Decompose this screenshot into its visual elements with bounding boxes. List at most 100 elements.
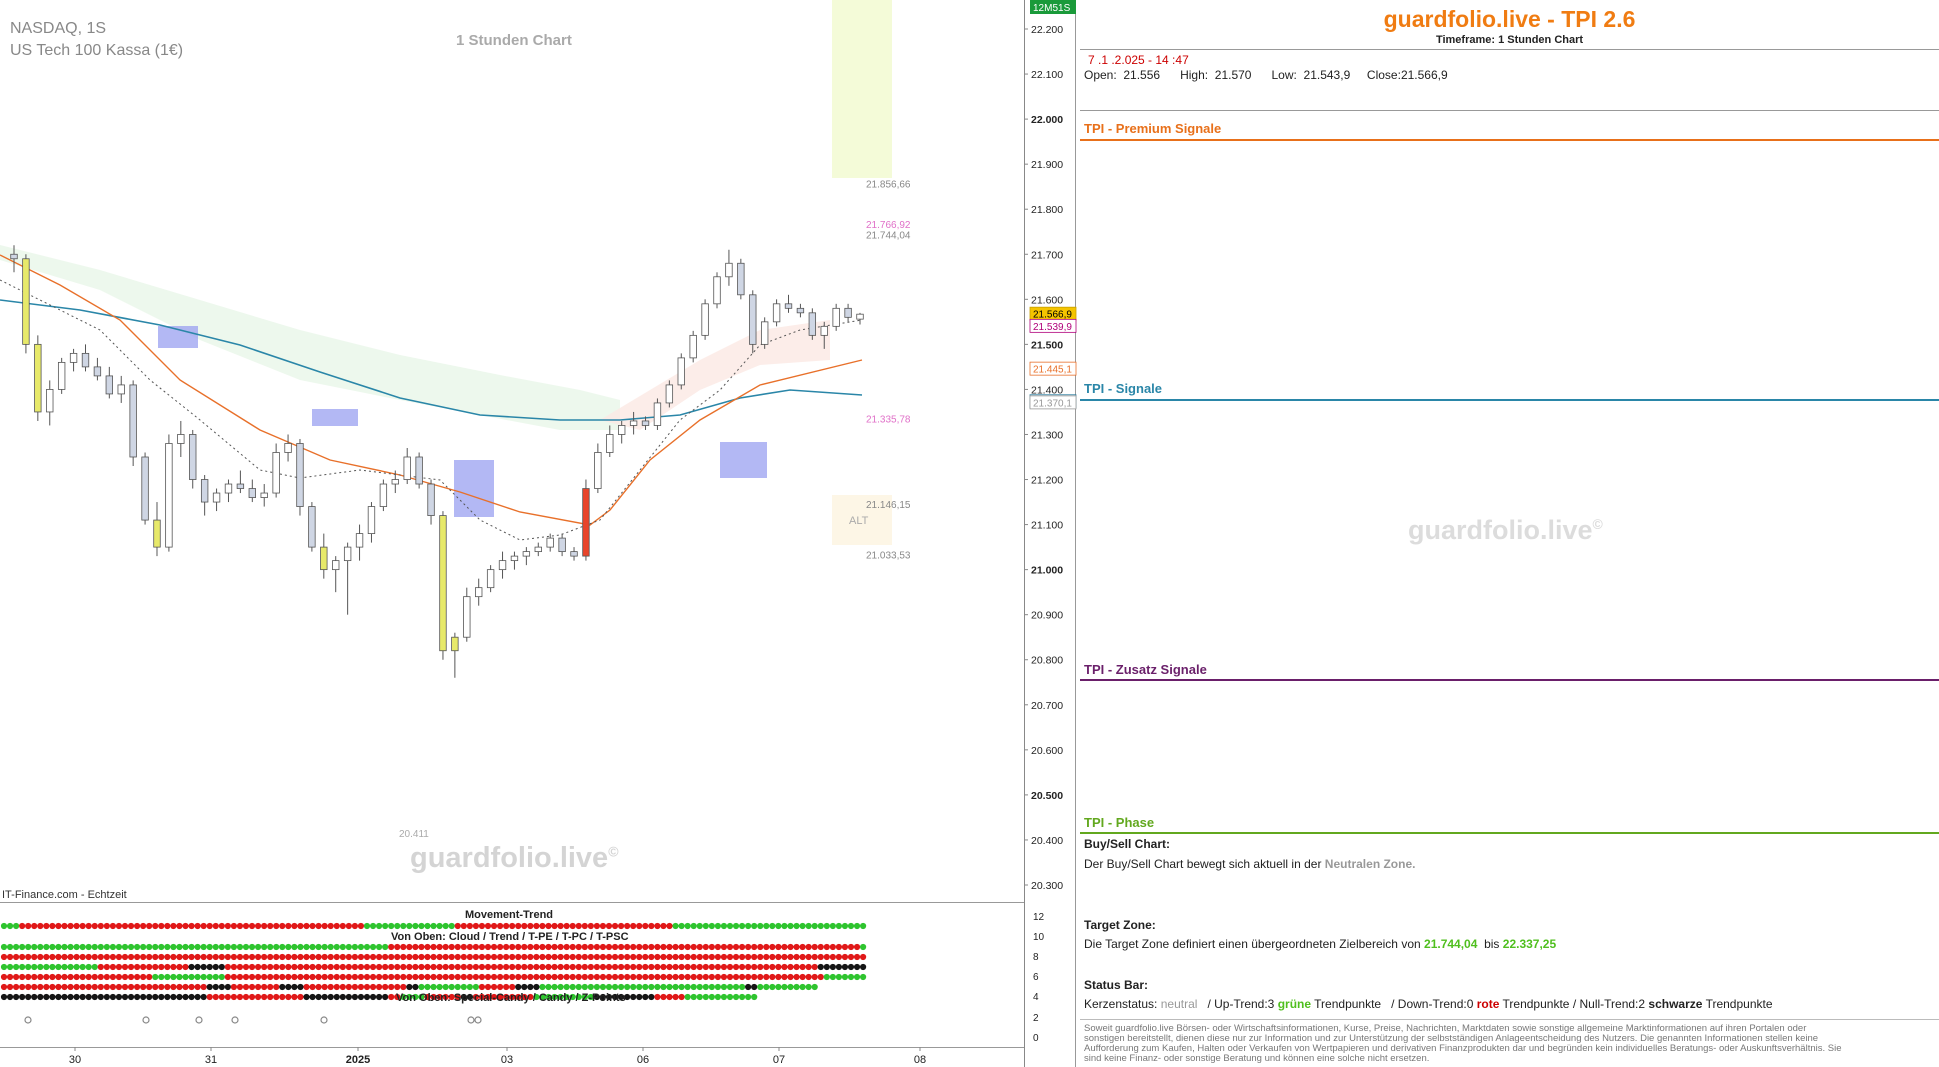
candle-body-50 bbox=[606, 434, 614, 453]
trend-dot bbox=[103, 943, 110, 951]
trend-dot bbox=[466, 922, 473, 930]
trend-dot bbox=[702, 953, 709, 961]
trend-dot bbox=[811, 963, 818, 971]
trend-dot bbox=[714, 973, 722, 981]
trend-dot bbox=[400, 943, 407, 951]
trend-dot bbox=[509, 922, 516, 930]
level-label-5: 21.033,53 bbox=[866, 551, 911, 562]
chart-area[interactable]: ALT 21.856,66 21.766,92 21.744,04 21.335,78 2… bbox=[0, 0, 1080, 1067]
trend-dot bbox=[684, 922, 691, 930]
trend-dot bbox=[61, 973, 68, 981]
candle-body-27 bbox=[332, 560, 340, 571]
x-tick-1: 31 bbox=[205, 1054, 217, 1066]
trend-dot bbox=[793, 983, 800, 991]
trend-dot bbox=[321, 953, 328, 961]
trend-dot bbox=[224, 993, 231, 1001]
trend-dot bbox=[291, 993, 298, 1001]
trend-dot bbox=[490, 953, 498, 961]
trend-dot bbox=[134, 963, 141, 971]
trend-dot bbox=[642, 943, 649, 951]
trend-dot bbox=[515, 993, 522, 1001]
trend-dot bbox=[515, 973, 522, 981]
trend-dot bbox=[351, 943, 358, 951]
z-point-3 bbox=[231, 1016, 239, 1024]
trend-dot bbox=[642, 973, 649, 981]
trend-dot bbox=[345, 983, 352, 991]
trend-dot bbox=[835, 922, 843, 930]
trend-dot bbox=[188, 963, 195, 971]
trend-dot bbox=[605, 973, 613, 981]
trend-dot bbox=[805, 983, 812, 991]
trend-dot bbox=[642, 963, 649, 971]
trend-dot bbox=[775, 922, 782, 930]
trend-dot bbox=[593, 973, 601, 981]
trend-dot bbox=[230, 993, 237, 1001]
trend-dot bbox=[333, 983, 340, 991]
trend-dot bbox=[660, 963, 667, 971]
trend-dot bbox=[127, 943, 135, 951]
trend-dot bbox=[805, 953, 812, 961]
trend-dot bbox=[212, 973, 219, 981]
candle-body-47 bbox=[570, 551, 578, 557]
trend-dot bbox=[261, 943, 268, 951]
trend-dot bbox=[521, 943, 528, 951]
trend-dot bbox=[194, 993, 201, 1001]
trend-dot bbox=[73, 922, 80, 930]
trend-dot bbox=[630, 953, 637, 961]
trend-dot bbox=[25, 973, 32, 981]
trend-dot bbox=[357, 922, 365, 930]
trend-dot bbox=[436, 993, 443, 1001]
trend-dot bbox=[751, 943, 758, 951]
trend-dot bbox=[140, 963, 147, 971]
trend-dot bbox=[847, 943, 855, 951]
trend-dot bbox=[67, 993, 74, 1001]
trend-dot bbox=[400, 922, 407, 930]
trend-dot bbox=[841, 922, 849, 930]
candle-body-3 bbox=[46, 389, 54, 413]
trend-dot bbox=[109, 953, 116, 961]
candle-body-60 bbox=[725, 262, 733, 278]
trend-dot bbox=[714, 922, 722, 930]
trend-dot bbox=[829, 943, 836, 951]
trend-dot bbox=[212, 983, 219, 991]
trend-dot bbox=[424, 983, 431, 991]
ma-slow bbox=[0, 299, 863, 421]
trend-dot bbox=[672, 953, 679, 961]
y-tick-13: 20.900 bbox=[1031, 610, 1063, 622]
trend-dot bbox=[164, 963, 171, 971]
trend-dot bbox=[799, 943, 806, 951]
chart-symbol: NASDAQ, 1S bbox=[10, 20, 107, 37]
trend-dot bbox=[720, 953, 728, 961]
trend-dot bbox=[472, 983, 479, 991]
trend-dot bbox=[527, 993, 534, 1001]
trend-dot bbox=[448, 953, 455, 961]
trend-dot bbox=[400, 983, 407, 991]
trend-dot bbox=[25, 993, 32, 1001]
trend-dot bbox=[624, 953, 631, 961]
trend-dot bbox=[557, 973, 564, 981]
trend-dot bbox=[224, 953, 231, 961]
trend-dot bbox=[369, 943, 377, 951]
trend-dot bbox=[115, 943, 123, 951]
trend-dot bbox=[273, 943, 280, 951]
trend-dot bbox=[73, 943, 80, 951]
trend-dot bbox=[382, 922, 389, 930]
indicator-y-tick-4: 4 bbox=[1033, 992, 1039, 1003]
y-tick-12: 21.000 bbox=[1031, 565, 1063, 577]
trend-dot bbox=[533, 983, 540, 991]
trend-dot bbox=[182, 973, 189, 981]
trend-dot bbox=[587, 953, 594, 961]
trend-dot bbox=[212, 993, 219, 1001]
trend-dot bbox=[388, 983, 395, 991]
trend-dot bbox=[303, 963, 310, 971]
trend-dot bbox=[73, 983, 80, 991]
trend-dot bbox=[823, 953, 830, 961]
trend-dot bbox=[466, 953, 473, 961]
trend-dot bbox=[726, 983, 734, 991]
candle-body-31 bbox=[379, 483, 388, 507]
trend-dot bbox=[581, 922, 588, 930]
trend-dot bbox=[503, 993, 510, 1001]
trend-dot bbox=[236, 963, 244, 971]
trend-dot bbox=[218, 943, 225, 951]
